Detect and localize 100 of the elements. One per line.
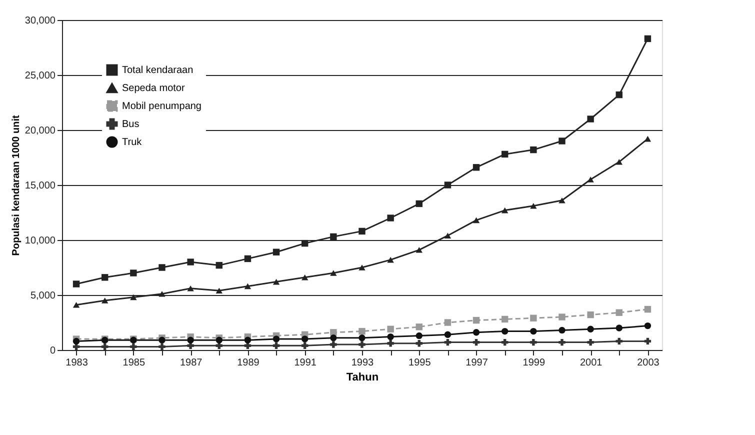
legend-label: Mobil penumpang [122,101,202,112]
point [416,246,422,253]
point [616,158,622,165]
y-tick-label: 20,000 [24,126,56,136]
x-axis-title: Tahun [346,372,379,384]
point [158,290,166,297]
point [444,338,452,346]
point [558,338,566,346]
point [530,338,537,346]
x-tick-label: 1985 [122,358,146,368]
point [216,262,222,269]
point [444,182,452,188]
point [644,136,652,142]
point [558,197,566,204]
point [272,278,280,285]
x-tick-label: 2003 [637,358,660,368]
point [130,343,137,350]
point [216,288,222,294]
legend-label: Bus [122,119,140,130]
point [158,343,166,350]
point [244,255,252,262]
point [330,334,337,342]
point [472,164,480,171]
x-tick-label: 1995 [408,358,432,368]
y-tick-label: 0 [50,346,56,356]
point [616,324,622,332]
point [387,326,394,332]
point [558,326,566,334]
point [616,338,622,345]
point [72,338,80,345]
point [472,316,480,324]
y-tick-label: 25,000 [24,70,56,82]
point [530,146,537,154]
point [358,228,366,235]
point [272,248,280,256]
point [102,343,108,350]
point [416,324,422,330]
point [416,200,422,208]
point [302,240,308,247]
point [502,338,508,346]
x-tick-label: 1997 [466,358,488,368]
point [387,340,394,347]
y-tick-label: 30,000 [24,16,56,26]
point [187,285,194,292]
point [644,322,652,330]
legend-label: Truk [122,137,143,148]
point [502,207,508,214]
point [416,340,422,347]
point [387,256,394,263]
point [444,232,452,239]
point [130,270,137,276]
point [244,283,252,290]
point [72,302,80,308]
point [187,336,194,344]
point [330,233,337,240]
point [644,306,652,313]
legend-label: Sepeda motor [122,83,186,94]
point [587,176,594,182]
point [302,336,308,342]
x-tick-label: 2001 [580,358,603,368]
point [472,338,480,346]
point [387,333,394,340]
point [330,270,337,276]
point [272,342,280,349]
point [530,328,537,335]
point [472,329,480,336]
point [102,298,108,304]
x-tick-label: 1991 [294,358,317,368]
point [102,274,108,281]
point [272,336,280,342]
point [302,342,308,349]
point [587,116,594,122]
point [158,264,166,271]
point [358,328,366,335]
y-axis-title: Populasi kendaraan 1000 unit [10,114,22,256]
point [558,138,566,144]
point [72,280,80,288]
point [330,341,337,348]
point [530,202,537,209]
point [587,311,594,318]
x-tick-label: 1987 [180,358,203,368]
point [444,331,452,338]
point [416,332,422,340]
legend-label: Total kendaraan [122,65,194,76]
point [444,319,452,326]
point [587,326,594,332]
point [358,341,366,348]
point [644,338,652,345]
point [244,336,252,344]
point [616,91,622,98]
x-tick-label: 1999 [522,358,546,368]
point [130,294,137,300]
point [502,150,508,158]
point [530,314,537,322]
x-tick-label: 1989 [237,358,260,368]
point [472,217,480,224]
point [358,334,366,342]
y-tick-label: 15,000 [24,180,56,192]
x-tick-label: 1983 [66,358,88,368]
y-tick-label: 10,000 [24,236,56,246]
